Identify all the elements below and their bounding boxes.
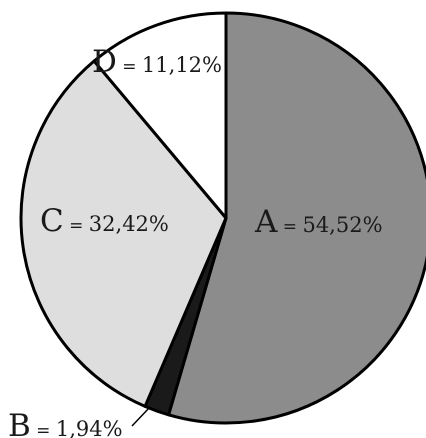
pie-label-a: A = 54,52%: [254, 204, 383, 240]
pie-slices: [19, 11, 426, 425]
pie-label-d: D = 11,12%: [92, 44, 222, 80]
pie-slice-c: [19, 59, 228, 408]
pie-labels: A = 54,52% B = 1,94% C = 32,42% D = 11,12%: [8, 44, 383, 438]
pie-label-c: C = 32,42%: [40, 203, 169, 239]
pie-slice-a: [167, 11, 426, 425]
pie-label-b: B = 1,94%: [8, 408, 123, 438]
pie-slice-d: [92, 11, 228, 220]
leader-line-b: [131, 406, 151, 427]
